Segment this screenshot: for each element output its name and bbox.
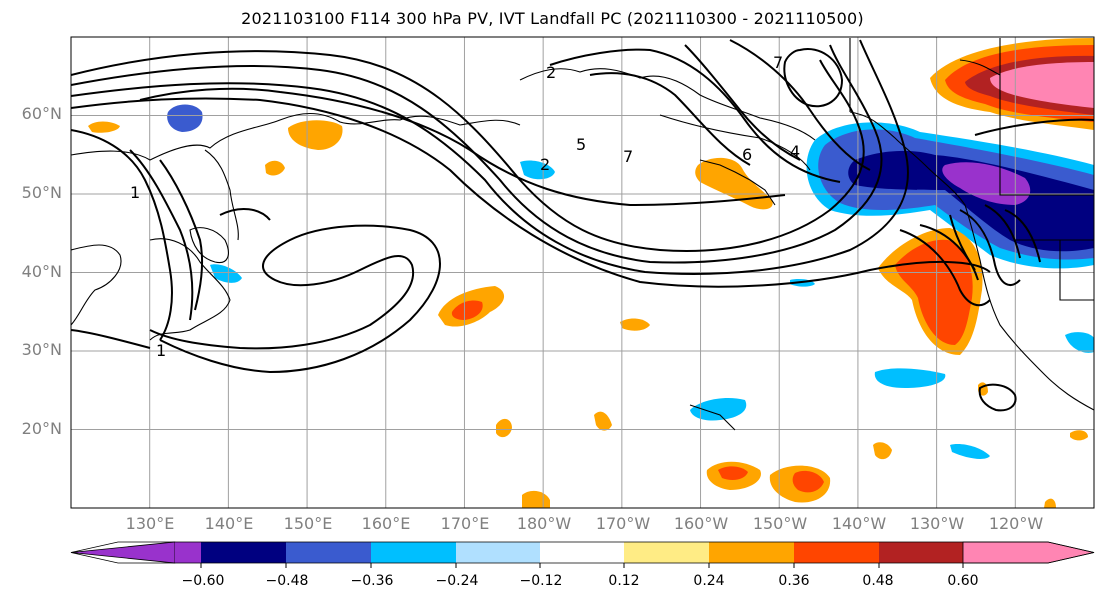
y-tick-label: 60°N	[21, 104, 62, 123]
y-tick-label: 40°N	[21, 262, 62, 281]
x-tick-label: 170°W	[595, 514, 651, 533]
pv-pos-gulf-alaska-core	[990, 62, 1094, 108]
contour-label: 4	[790, 142, 800, 161]
colorbar-tick-label: 0.48	[862, 573, 894, 589]
pv-neg-hawaii	[690, 398, 747, 421]
pv-pos-small-l	[1044, 498, 1056, 508]
colorbar-tick-label: −0.12	[519, 573, 563, 589]
pv-neg-japan	[210, 264, 242, 283]
colorbar-tick-label: −0.36	[350, 573, 394, 589]
x-tick-label: 150°W	[752, 514, 808, 533]
contour-label: 6	[742, 145, 752, 164]
pv-pos-aleutian	[695, 157, 773, 210]
gridlines	[71, 37, 1094, 508]
pv-pos-small-i	[1070, 430, 1088, 441]
colorbar-tick-label: −0.48	[265, 573, 309, 589]
plot-frame	[70, 36, 1095, 509]
x-tick-label: 160°E	[361, 514, 411, 533]
contour-labels: 1 2 2 5 7 6 4 1 7	[130, 53, 800, 360]
y-tick-label: 50°N	[21, 183, 62, 202]
contour-label: 7	[623, 147, 633, 166]
pv-pos-south-hawaii-west-core	[718, 466, 748, 480]
colorbar-tick-label: 0.36	[778, 573, 810, 589]
coastlines	[71, 38, 1094, 431]
pv-pos-small-g	[594, 411, 612, 431]
y-tick-label: 20°N	[21, 419, 62, 438]
pv-neg-kamchatka-north	[167, 104, 203, 132]
pv-pos-small-a	[88, 121, 120, 133]
pv-pos-california-inner	[895, 239, 973, 345]
contour-label: 5	[576, 135, 586, 154]
contour-label: 1	[130, 183, 140, 202]
pv-pos-central-pacific-core	[451, 300, 483, 320]
contour-label: 1	[156, 341, 166, 360]
x-tick-label: 140°E	[204, 514, 254, 533]
x-tick-label: 170°E	[440, 514, 490, 533]
x-tick-label: 120°W	[988, 514, 1044, 533]
pv-pos-small-e	[620, 318, 650, 331]
y-tick-label: 30°N	[21, 340, 62, 359]
colorbar-tick-label: 0.60	[947, 573, 979, 589]
x-tick-label: 150°E	[283, 514, 333, 533]
contour-label: 7	[773, 53, 783, 72]
pv-pos-south-hawaii-east-core	[792, 470, 824, 493]
x-tick-label: 180°W	[516, 514, 572, 533]
x-tick-label: 160°W	[673, 514, 729, 533]
x-tick-label: 130°W	[909, 514, 965, 533]
x-tick-label: 140°W	[831, 514, 887, 533]
colorbar-tick-label: −0.60	[181, 573, 225, 589]
pv-pos-small-f	[496, 418, 512, 438]
contour-label: 2	[546, 63, 556, 82]
pv-neg-ne-pacific-inner	[848, 150, 1094, 252]
pv-pos-okhotsk	[288, 120, 343, 150]
pv-neg-bering	[520, 160, 555, 180]
x-tick-label: 130°E	[125, 514, 175, 533]
pv-neg-small-c	[950, 444, 990, 459]
pv-pos-small-b	[265, 160, 285, 176]
pv-pos-small-h	[873, 442, 892, 460]
pv-neg-east-pacific	[874, 368, 946, 388]
pv-pos-small-j	[522, 490, 550, 508]
pv-neg-baja	[1065, 332, 1094, 353]
chart-title: 2021103100 F114 300 hPa PV, IVT Landfall…	[241, 9, 864, 28]
contour-label: 2	[540, 155, 550, 174]
colorbar-tick-label: −0.24	[435, 573, 479, 589]
colorbar-tick-label: 0.24	[693, 573, 725, 589]
pv-contours	[71, 39, 1094, 412]
colorbar-tick-label: 0.12	[608, 573, 640, 589]
